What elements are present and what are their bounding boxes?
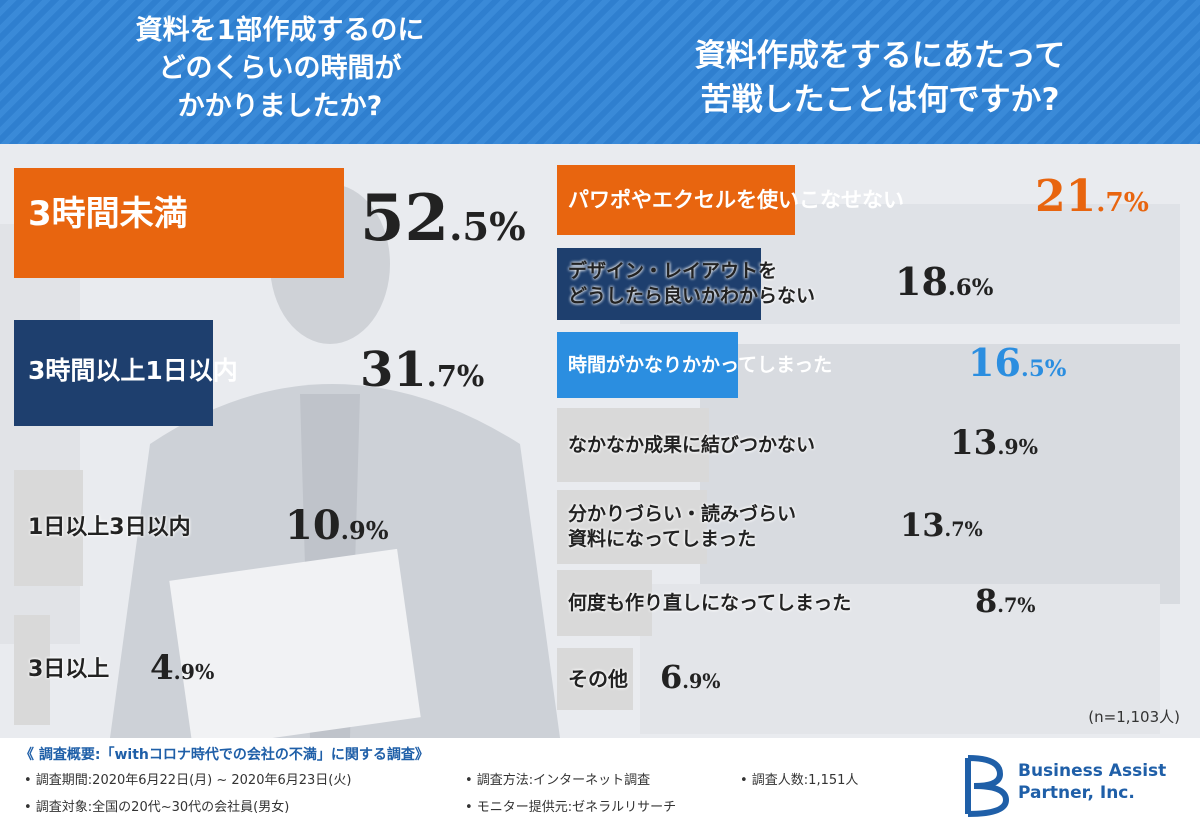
left-bar-2 <box>14 470 83 586</box>
right-bar-value-1: 18.6% <box>895 259 994 305</box>
right-bar-4 <box>557 490 708 564</box>
footer <box>0 738 1200 831</box>
left-bar-label-0: 3時間未満 <box>28 194 188 235</box>
right-bar-label-1: デザイン・レイアウトを どうしたら良いかわからない <box>568 260 816 307</box>
survey-target: • 調査対象:全国の20代~30代の会社員(男女) <box>24 800 290 815</box>
right-bar-0 <box>557 165 795 235</box>
sample-size-note: (n=1,103人) <box>1088 708 1180 726</box>
company-name: Business Assist Partner, Inc. <box>1018 761 1167 803</box>
company-logo <box>960 752 1190 822</box>
right-bar-label-3: なかなか成果に結びつかない <box>568 433 816 456</box>
question-right: 資料作成をするにあたって 苦戦したことは何ですか? <box>694 38 1066 118</box>
right-bar-5 <box>557 570 653 636</box>
left-bar-label-3: 3日以上 <box>28 656 110 682</box>
right-bar-3 <box>557 408 710 482</box>
right-bar-value-2: 16.5% <box>968 340 1067 386</box>
left-bar-value-0: 52.5% <box>360 181 526 257</box>
header-banner: 資料を1部作成するのに どのくらいの時間が かかりましたか? 資料作成をするにあ… <box>0 0 1200 144</box>
left-bar-1 <box>14 320 214 426</box>
left-bar-0 <box>14 168 344 278</box>
left-bar-value-2: 10.9% <box>285 502 389 549</box>
left-bar-3 <box>14 615 50 725</box>
right-bar-label-6: その他 <box>568 667 628 691</box>
right-bar-value-6: 6.9% <box>660 658 721 697</box>
right-bar-value-0: 21.7% <box>1035 171 1149 223</box>
left-bar-label-2: 1日以上3日以内 <box>28 514 191 540</box>
right-bar-label-0: パワポやエクセルを使いこなせない <box>568 187 904 212</box>
survey-overview-title: 《 調査概要:「withコロナ時代での会社の不満」に関する調査》 <box>20 747 429 763</box>
right-bar-value-3: 13.9% <box>950 422 1038 463</box>
left-bar-value-3: 4.9% <box>150 647 215 688</box>
right-bar-1 <box>557 248 761 320</box>
right-bar-value-4: 13.7% <box>900 506 983 545</box>
survey-method: • 調査方法:インターネット調査 <box>465 773 651 788</box>
right-bar-value-5: 8.7% <box>975 582 1036 621</box>
question-left: 資料を1部作成するのに どのくらいの時間が かかりましたか? <box>135 15 425 122</box>
left-bar-value-1: 31.7% <box>360 341 485 398</box>
right-bar-2 <box>557 332 738 398</box>
right-bar-label-4: 分かりづらい・読みづらい 資料になってしまった <box>568 503 797 550</box>
survey-period: • 調査期間:2020年6月22日(月) ~ 2020年6月23日(火) <box>24 773 352 788</box>
bp-logo-icon <box>965 755 1010 817</box>
survey-count: • 調査人数:1,151人 <box>740 773 859 788</box>
left-bar-label-1: 3時間以上1日以内 <box>28 355 238 385</box>
survey-provider: • モニター提供元:ゼネラルリサーチ <box>465 800 677 815</box>
right-bar-6 <box>557 648 633 710</box>
right-bar-label-5: 何度も作り直しになってしまった <box>568 591 852 614</box>
right-bar-label-2: 時間がかなりかかってしまった <box>568 353 833 376</box>
